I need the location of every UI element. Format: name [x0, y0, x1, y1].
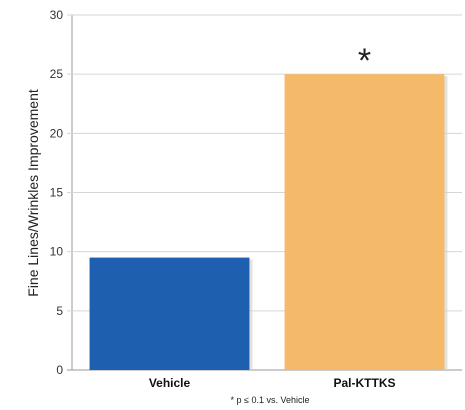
annotations: * [358, 42, 371, 80]
y-tick-label: 30 [50, 8, 64, 22]
y-tick-label: 15 [50, 186, 64, 200]
y-axis-ticks: 0 5 10 15 20 25 30 [50, 8, 64, 377]
bar-vehicle [90, 258, 250, 370]
y-axis-label: Fine Lines/Wrinkles Improvement [25, 89, 41, 297]
y-tick-label: 10 [50, 245, 64, 259]
y-tick-label: 25 [50, 67, 64, 81]
y-tick-label: 5 [56, 304, 63, 318]
footnote: * p ≤ 0.1 vs. Vehicle [231, 395, 310, 405]
x-axis-categories: Vehicle Pal-KTTKS [149, 376, 396, 390]
y-tick-label: 0 [56, 363, 63, 377]
y-tick-label: 20 [50, 126, 64, 140]
x-category-label: Pal-KTTKS [333, 376, 395, 390]
significance-asterisk: * [358, 42, 371, 80]
bar-pal-kttks [285, 74, 445, 370]
bars [90, 74, 448, 370]
x-category-label: Vehicle [149, 376, 191, 390]
